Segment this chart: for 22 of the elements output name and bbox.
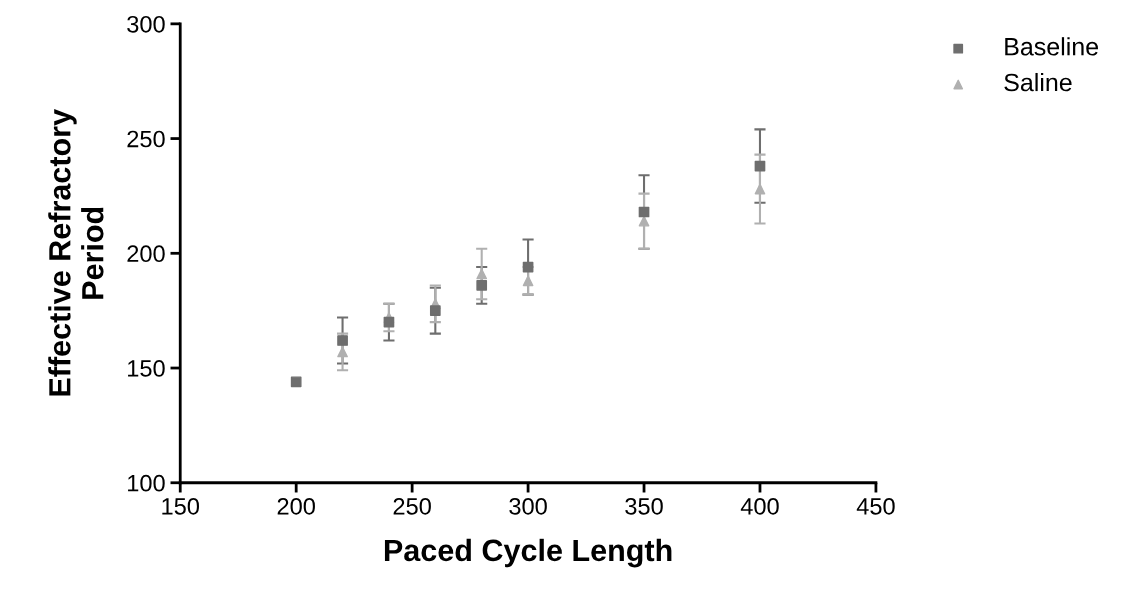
legend-label: Saline [1004, 72, 1072, 92]
legend-label: Baseline [1005, 37, 1098, 56]
x-tick-label: 350 [625, 497, 663, 515]
x-tick-label: 250 [393, 497, 431, 515]
x-axis-title: Paced Cycle Length [384, 538, 672, 568]
x-tick-label: 450 [856, 497, 895, 515]
x-tick-label: 300 [509, 497, 547, 515]
point [337, 335, 348, 346]
y-axis-title: Effective Refractory Period [48, 109, 104, 396]
x-tick-label: 200 [277, 497, 315, 515]
point [476, 280, 488, 291]
x-tick-label: 400 [740, 497, 779, 515]
point [290, 376, 302, 388]
y-tick-label: 200 [127, 245, 165, 263]
point [522, 275, 534, 287]
y-tick-label: 250 [127, 130, 165, 148]
x-tick-label: 150 [162, 497, 200, 515]
point [429, 305, 441, 317]
y-tick-label: 100 [128, 474, 165, 492]
y-tick-label: 150 [128, 360, 165, 377]
point [522, 261, 534, 273]
y-tick-label: 300 [127, 15, 165, 33]
